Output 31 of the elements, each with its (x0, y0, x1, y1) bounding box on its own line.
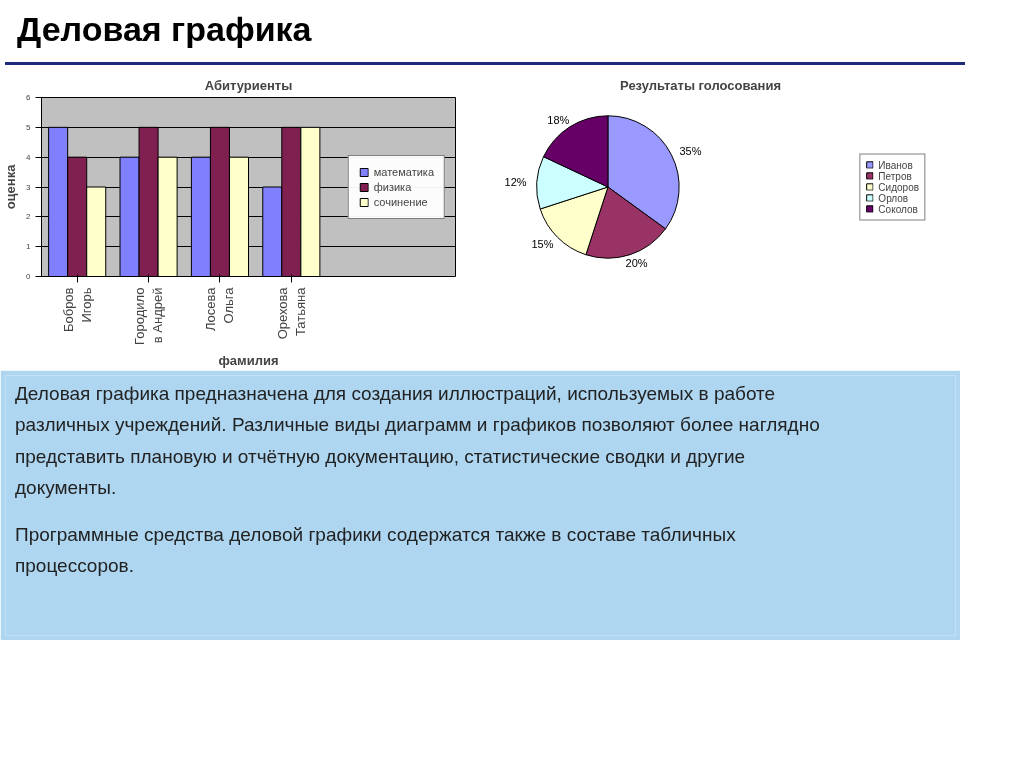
data-label: 15% (531, 237, 554, 250)
legend-label: физика (373, 180, 412, 193)
data-label: 35% (679, 144, 702, 157)
legend-label: Сидоров (878, 181, 919, 192)
y-tick-label: 3 (26, 182, 32, 192)
x-tick-label: Лосева Ольга (203, 286, 237, 331)
y-tick-label: 2 (26, 212, 32, 222)
x-axis-title: фамилия (218, 352, 279, 368)
x-tick-label: Городило в Андрей (132, 287, 166, 345)
y-tick-label: 6 (26, 93, 32, 102)
text: Программные средства деловой графики содержатся также в составе табличных процессоров. (15, 523, 737, 576)
legend-label: Иванов (878, 159, 913, 170)
chart-title: Результаты голосования (620, 77, 781, 93)
legend-label: сочинение (373, 195, 428, 208)
data-label: 18% (547, 113, 570, 126)
legend-label: Соколов (878, 203, 918, 214)
data-label: 20% (625, 257, 648, 269)
y-tick-label: 1 (26, 242, 32, 252)
legend-label: математика (373, 165, 434, 178)
y-tick-label: 4 (26, 152, 32, 162)
x-tick-label: Бобров Игорь (60, 287, 94, 333)
text: Деловая графика предназначена для создания иллюстраций, используемых в работе различных учреждений. Различные виды диаграмм и графиков позволяют более наглядно представить плановую и отчётную документацию, статистические сводки и другие документы. (15, 383, 820, 498)
data-label: 12% (504, 175, 527, 188)
y-tick-label: 0 (26, 272, 32, 281)
y-axis-title: оценка (3, 163, 19, 210)
y-tick-label: 5 (26, 122, 32, 132)
x-tick-label: Орехова Татьяна (274, 286, 308, 340)
legend-label: Петров (878, 170, 912, 181)
text: Деловая графика (17, 9, 312, 50)
chart-title: Абитуриенты (204, 77, 293, 93)
legend-label: Орлов (878, 192, 909, 203)
